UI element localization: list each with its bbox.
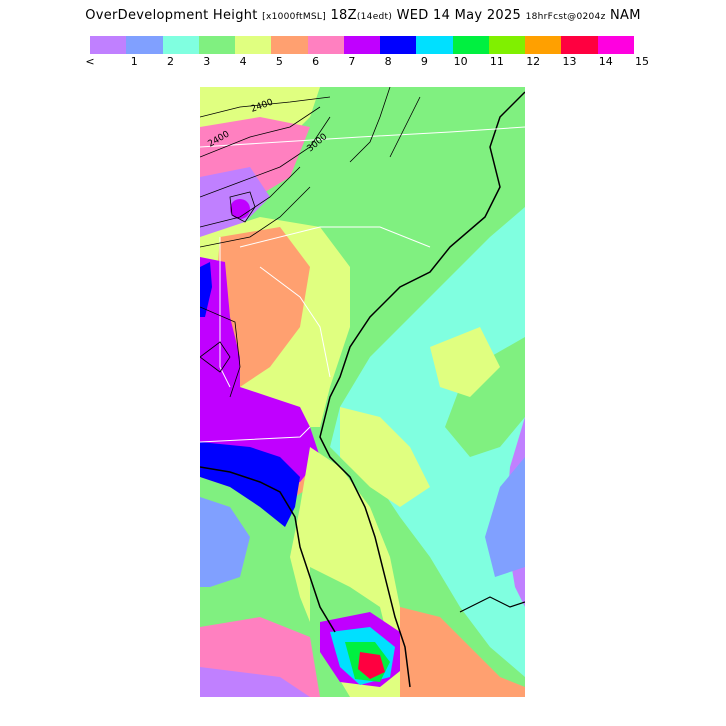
- field-ocean-yellow: [340, 407, 430, 507]
- legend-swatch-11: [488, 36, 526, 54]
- chart-title: OverDevelopment Height [x1000ftMSL] 18Z(…: [0, 8, 726, 23]
- contour-line-7: [349, 87, 391, 163]
- legend-label-5: 5: [275, 55, 283, 68]
- legend-swatch-13: [561, 36, 598, 54]
- legend-label-2: 2: [167, 55, 175, 68]
- legend-swatch-1: [126, 36, 163, 54]
- contour-line-2: [200, 106, 321, 158]
- legend-label-4: 4: [239, 55, 247, 68]
- legend-swatch-10: [452, 36, 489, 54]
- contour-line-5: [200, 186, 311, 248]
- legend-swatch-7: [343, 36, 381, 54]
- title-model: NAM: [610, 8, 641, 23]
- field-florida-red: [358, 652, 385, 679]
- title-forecast: 18hrFcst@0204z: [525, 12, 606, 22]
- field-ocean-green: [445, 337, 525, 457]
- legend-label-8: 8: [384, 55, 392, 68]
- border-2: [239, 226, 431, 248]
- title-local: (14edt): [356, 12, 393, 22]
- legend-swatch-9: [416, 36, 453, 54]
- field-mountain-core: [230, 199, 250, 219]
- legend-swatch-12: [525, 36, 562, 54]
- legend-label-11: 11: [489, 55, 504, 68]
- color-legend: [90, 36, 634, 54]
- map-panel: 2400 3000 2400: [200, 87, 525, 697]
- coastline-bahamas: [459, 596, 525, 613]
- field-ocean-yellow-2: [430, 327, 500, 397]
- legend-swatch-14: [597, 36, 634, 54]
- border-1: [200, 126, 525, 148]
- legend-swatch-5: [271, 36, 308, 54]
- legend-label-10: 10: [453, 55, 468, 68]
- contour-line-8: [389, 96, 421, 158]
- contour-line-1: [200, 96, 331, 118]
- legend-label-12: 12: [526, 55, 541, 68]
- contour-loop: [229, 191, 256, 223]
- map-svg: 2400 3000 2400: [200, 87, 525, 697]
- title-units: [x1000ftMSL]: [262, 12, 327, 22]
- legend-labels: <1 2 3 4 5 6 7 8 9 10 11 12 13 14 15: [70, 55, 670, 69]
- field-south-purple: [200, 667, 310, 697]
- legend-label-1: 1: [130, 55, 138, 68]
- legend-label-9: 9: [420, 55, 428, 68]
- legend-label-14: 14: [598, 55, 613, 68]
- legend-label-6: 6: [312, 55, 320, 68]
- legend-swatch-8: [380, 36, 417, 54]
- field-ocean-cyan: [330, 207, 525, 677]
- field-east-blue: [485, 457, 525, 577]
- field-gulf-blue: [200, 442, 300, 527]
- legend-label-13: 13: [562, 55, 577, 68]
- legend-label-3: 3: [203, 55, 211, 68]
- contour-small-1: [200, 341, 231, 373]
- border-4: [219, 237, 231, 388]
- field-southeast-orange: [400, 607, 525, 697]
- coastline-gulf: [200, 466, 336, 633]
- contour-line-6: [200, 306, 241, 398]
- title-main: OverDevelopment Height: [85, 8, 258, 23]
- legend-swatch-0: [90, 36, 127, 54]
- field-gulf-lightblue: [200, 497, 250, 587]
- title-date: WED 14 May 2025: [396, 8, 522, 23]
- legend-label-7: 7: [348, 55, 356, 68]
- border-3: [259, 266, 331, 378]
- field-west-blue: [200, 262, 212, 317]
- legend-label-0: <: [85, 55, 95, 68]
- legend-swatch-3: [198, 36, 236, 54]
- legend-label-15: 15: [635, 55, 649, 68]
- coastline-east: [319, 91, 525, 688]
- legend-swatch-4: [235, 36, 272, 54]
- contour-line-3: [200, 116, 331, 198]
- legend-swatch-6: [307, 36, 344, 54]
- border-5: [200, 426, 311, 443]
- legend-swatch-2: [162, 36, 199, 54]
- title-time: 18Z: [330, 8, 357, 23]
